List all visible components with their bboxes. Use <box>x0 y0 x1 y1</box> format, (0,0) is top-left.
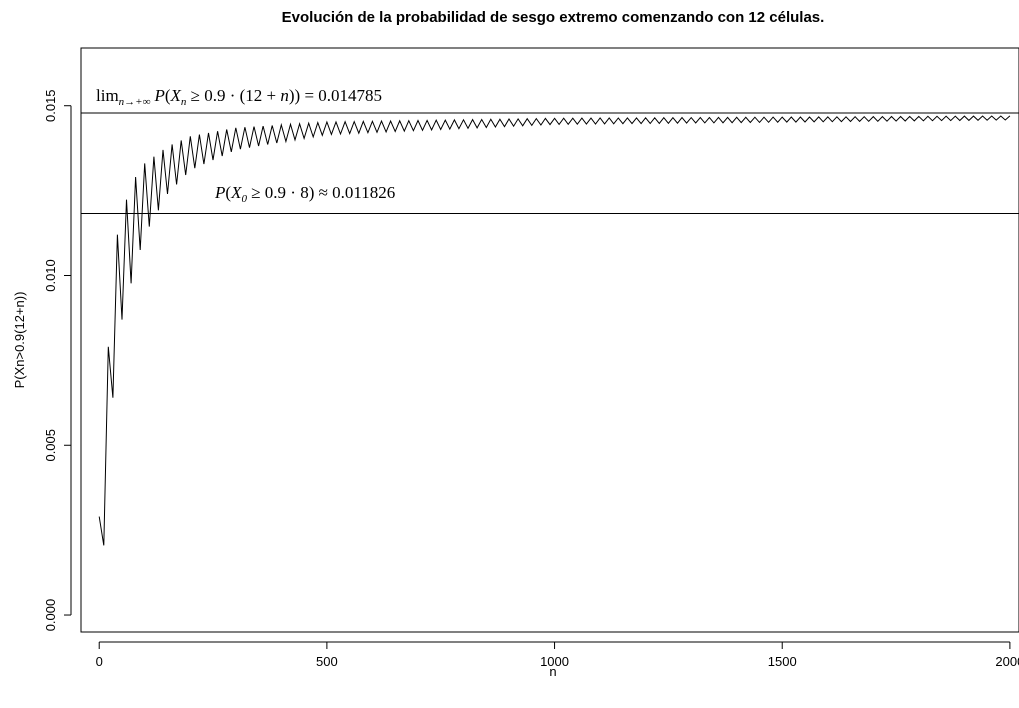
x-axis-label: n <box>549 664 556 679</box>
limit-X: X <box>170 86 182 105</box>
limit-annotation: limn→+∞ P(Xn ≥ 0.9 · (12 + n)) = 0.014785 <box>96 86 382 108</box>
y-axis: 0.000 0.005 0.010 0.015 <box>43 89 71 631</box>
lim-subscript: n→+∞ <box>119 96 151 108</box>
limit-mid: ≥ 0.9 · (12 + <box>186 86 280 105</box>
y-tick-label: 0.015 <box>43 89 58 122</box>
y-tick-label: 0.000 <box>43 599 58 632</box>
initial-mid: ≥ 0.9 · 8) ≈ 0.011826 <box>247 183 395 202</box>
y-axis-label: P(Xn>0.9(12+n)) <box>12 292 27 389</box>
limit-n: n <box>280 86 289 105</box>
y-tick-label: 0.010 <box>43 259 58 292</box>
limit-close: )) = 0.014785 <box>289 86 382 105</box>
initial-X: X <box>230 183 242 202</box>
series-line <box>99 116 1010 546</box>
plot-frame <box>81 48 1019 632</box>
lim-text: lim <box>96 86 119 105</box>
limit-P: P <box>153 86 164 105</box>
x-tick-label: 0 <box>96 654 103 669</box>
y-tick-label: 0.005 <box>43 429 58 462</box>
initial-P: P <box>214 183 225 202</box>
x-tick-label: 500 <box>316 654 338 669</box>
initial-annotation: P(X0 ≥ 0.9 · 8) ≈ 0.011826 <box>214 183 395 205</box>
chart-title: Evolución de la probabilidad de sesgo ex… <box>282 9 825 26</box>
x-tick-label: 1500 <box>768 654 797 669</box>
